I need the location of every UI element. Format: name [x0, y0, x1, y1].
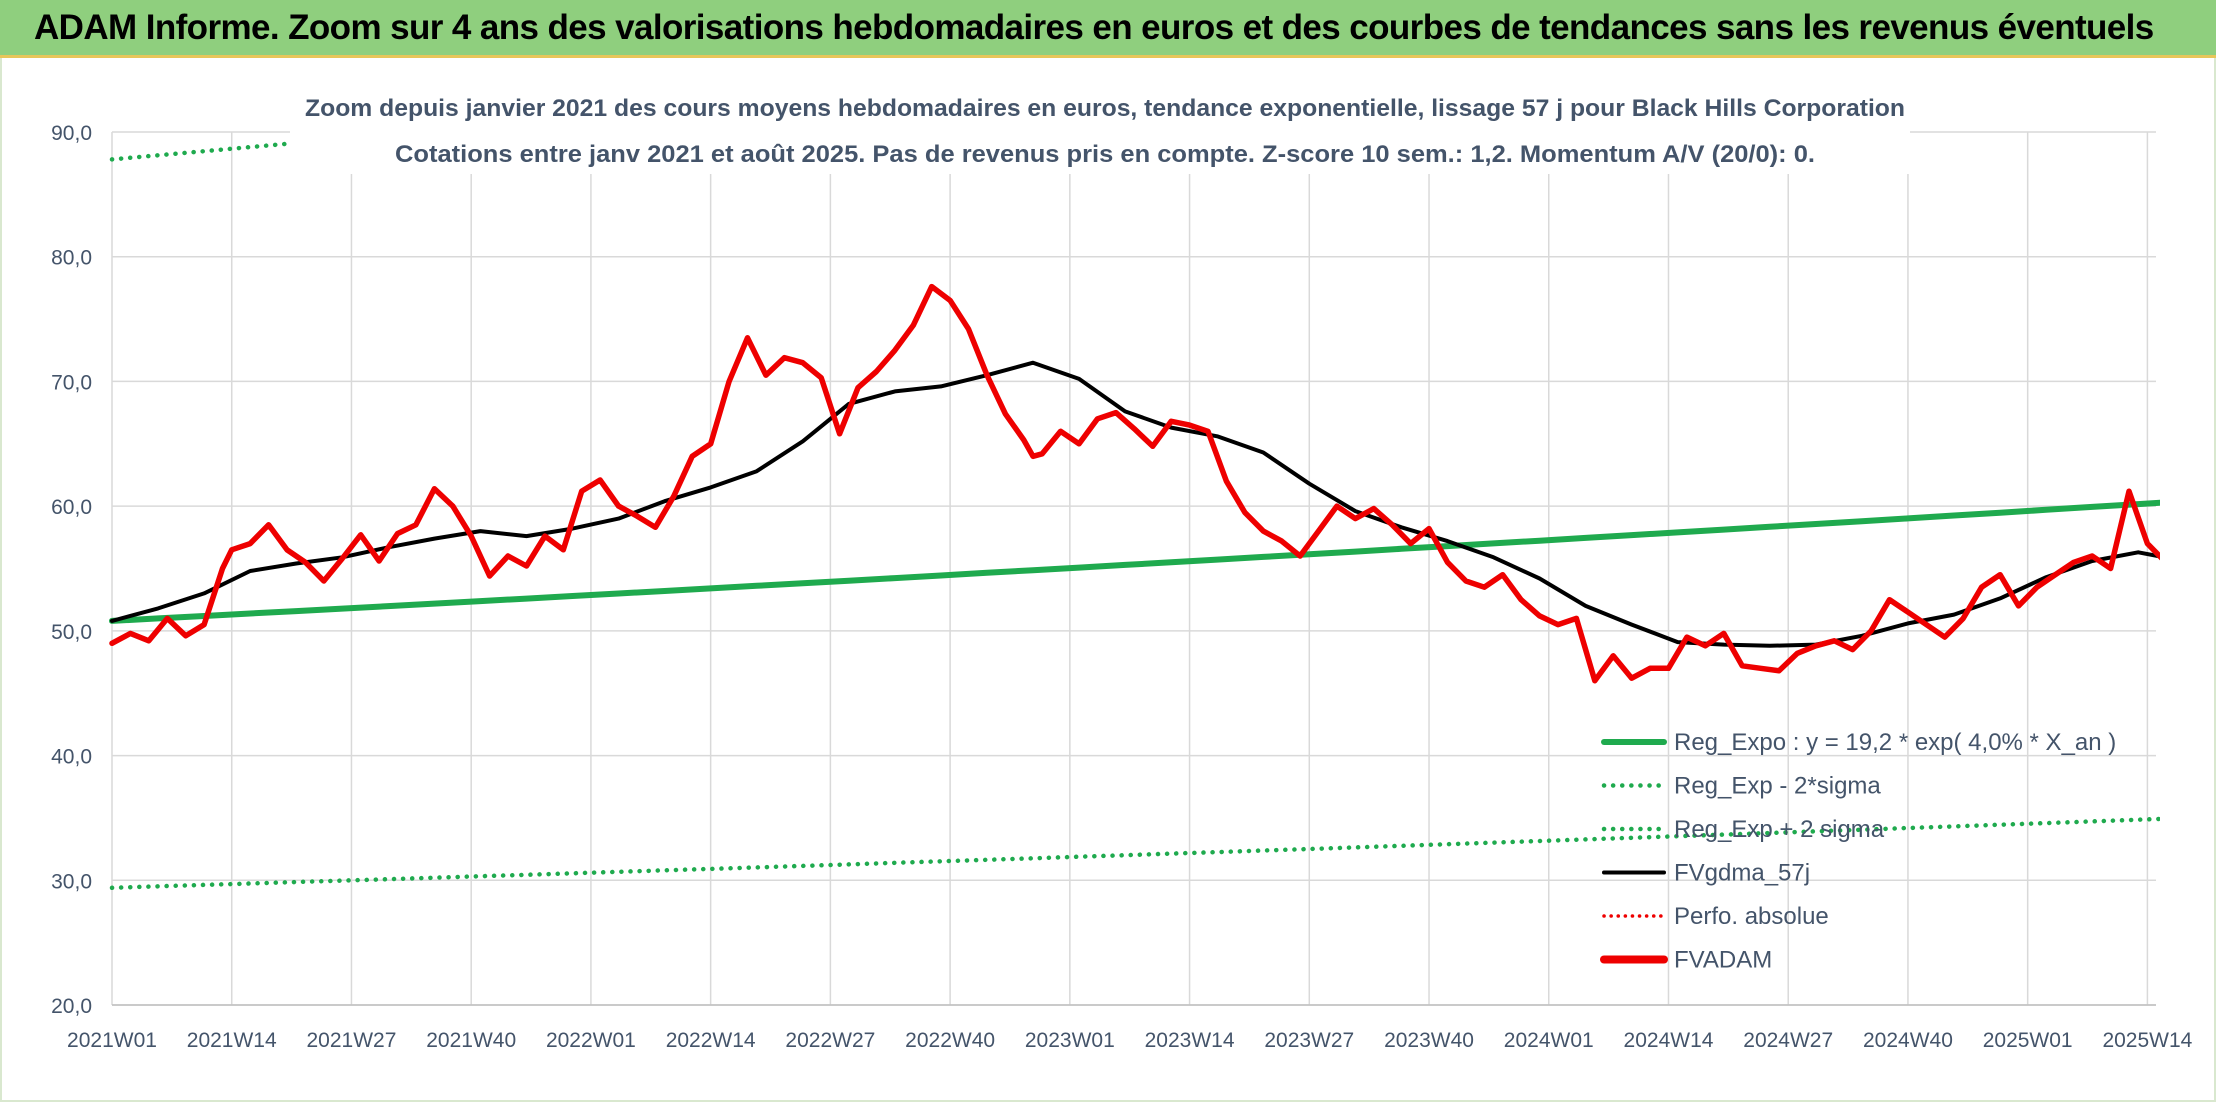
x-tick-label: 2022W14 — [666, 1029, 756, 1052]
series-reg-minus-2sigma — [109, 816, 2160, 891]
x-tick-label: 2022W27 — [785, 1029, 875, 1052]
x-tick-label: 2021W14 — [187, 1029, 277, 1052]
legend-label: Reg_Expo : y = 19,2 * exp( 4,0% * X_an ) — [1674, 729, 2116, 756]
legend-label: FVADAM — [1674, 947, 1772, 974]
y-tick-label: 90,0 — [51, 122, 92, 145]
chart-title-line2: Cotations entre janv 2021 et août 2025. … — [395, 141, 1815, 168]
x-tick-label: 2023W40 — [1384, 1029, 1474, 1052]
y-tick-label: 20,0 — [51, 995, 92, 1018]
legend-label: FVgdma_57j — [1674, 860, 1810, 887]
header-banner: ADAM Informe. Zoom sur 4 ans des valoris… — [0, 0, 2216, 58]
y-tick-label: 80,0 — [51, 247, 92, 270]
legend-label: Reg_Exp + 2 sigma — [1674, 816, 1885, 843]
x-tick-label: 2021W40 — [426, 1029, 516, 1052]
y-tick-label: 70,0 — [51, 371, 92, 394]
banner-title: ADAM Informe. Zoom sur 4 ans des valoris… — [34, 8, 2154, 47]
x-tick-label: 2022W01 — [546, 1029, 636, 1052]
series-layer — [109, 128, 2160, 891]
x-tick-label: 2025W01 — [1983, 1029, 2073, 1052]
x-tick-label: 2025W14 — [2102, 1029, 2192, 1052]
line-chart: 20,0 30,0 40,0 50,0 60,0 70,0 80,0 90,0 2021W01… — [51, 84, 2193, 1052]
x-tick-label: 2023W27 — [1264, 1029, 1354, 1052]
y-tick-label: 30,0 — [51, 870, 92, 893]
series-reg-expo — [109, 499, 2160, 624]
legend-label: Perfo. absolue — [1674, 903, 1829, 930]
x-tick-label: 2024W27 — [1743, 1029, 1833, 1052]
x-tick-label: 2022W40 — [905, 1029, 995, 1052]
y-axis-ticks: 20,0 30,0 40,0 50,0 60,0 70,0 80,0 90,0 — [51, 122, 92, 1018]
x-tick-label: 2024W01 — [1504, 1029, 1594, 1052]
x-tick-label: 2023W14 — [1145, 1029, 1235, 1052]
series-group — [109, 128, 2160, 891]
x-tick-label: 2023W01 — [1025, 1029, 1115, 1052]
grid-layer — [111, 131, 2156, 1006]
x-tick-label: 2024W40 — [1863, 1029, 1953, 1052]
chart-title-background — [290, 84, 1910, 174]
x-tick-label: 2021W01 — [67, 1029, 157, 1052]
y-tick-label: 60,0 — [51, 496, 92, 519]
x-axis-ticks: 2021W01 2021W14 2021W27 2021W40 2022W01 2022W… — [67, 1029, 2193, 1052]
series-fvgdma-57j — [110, 360, 2160, 648]
x-tick-label: 2021W27 — [307, 1029, 397, 1052]
legend: Reg_Expo : y = 19,2 * exp( 4,0% * X_an )… — [1600, 729, 2116, 974]
x-tick-label: 2024W14 — [1624, 1029, 1714, 1052]
chart-title-line1: Zoom depuis janvier 2021 des cours moyen… — [305, 95, 1905, 122]
chart-area: 20,0 30,0 40,0 50,0 60,0 70,0 80,0 90,0 2021W01… — [0, 58, 2216, 1102]
y-tick-label: 40,0 — [51, 746, 92, 769]
series-fvadam — [109, 283, 2160, 684]
y-tick-label: 50,0 — [51, 621, 92, 644]
legend-label: Reg_Exp - 2*sigma — [1674, 773, 1881, 800]
